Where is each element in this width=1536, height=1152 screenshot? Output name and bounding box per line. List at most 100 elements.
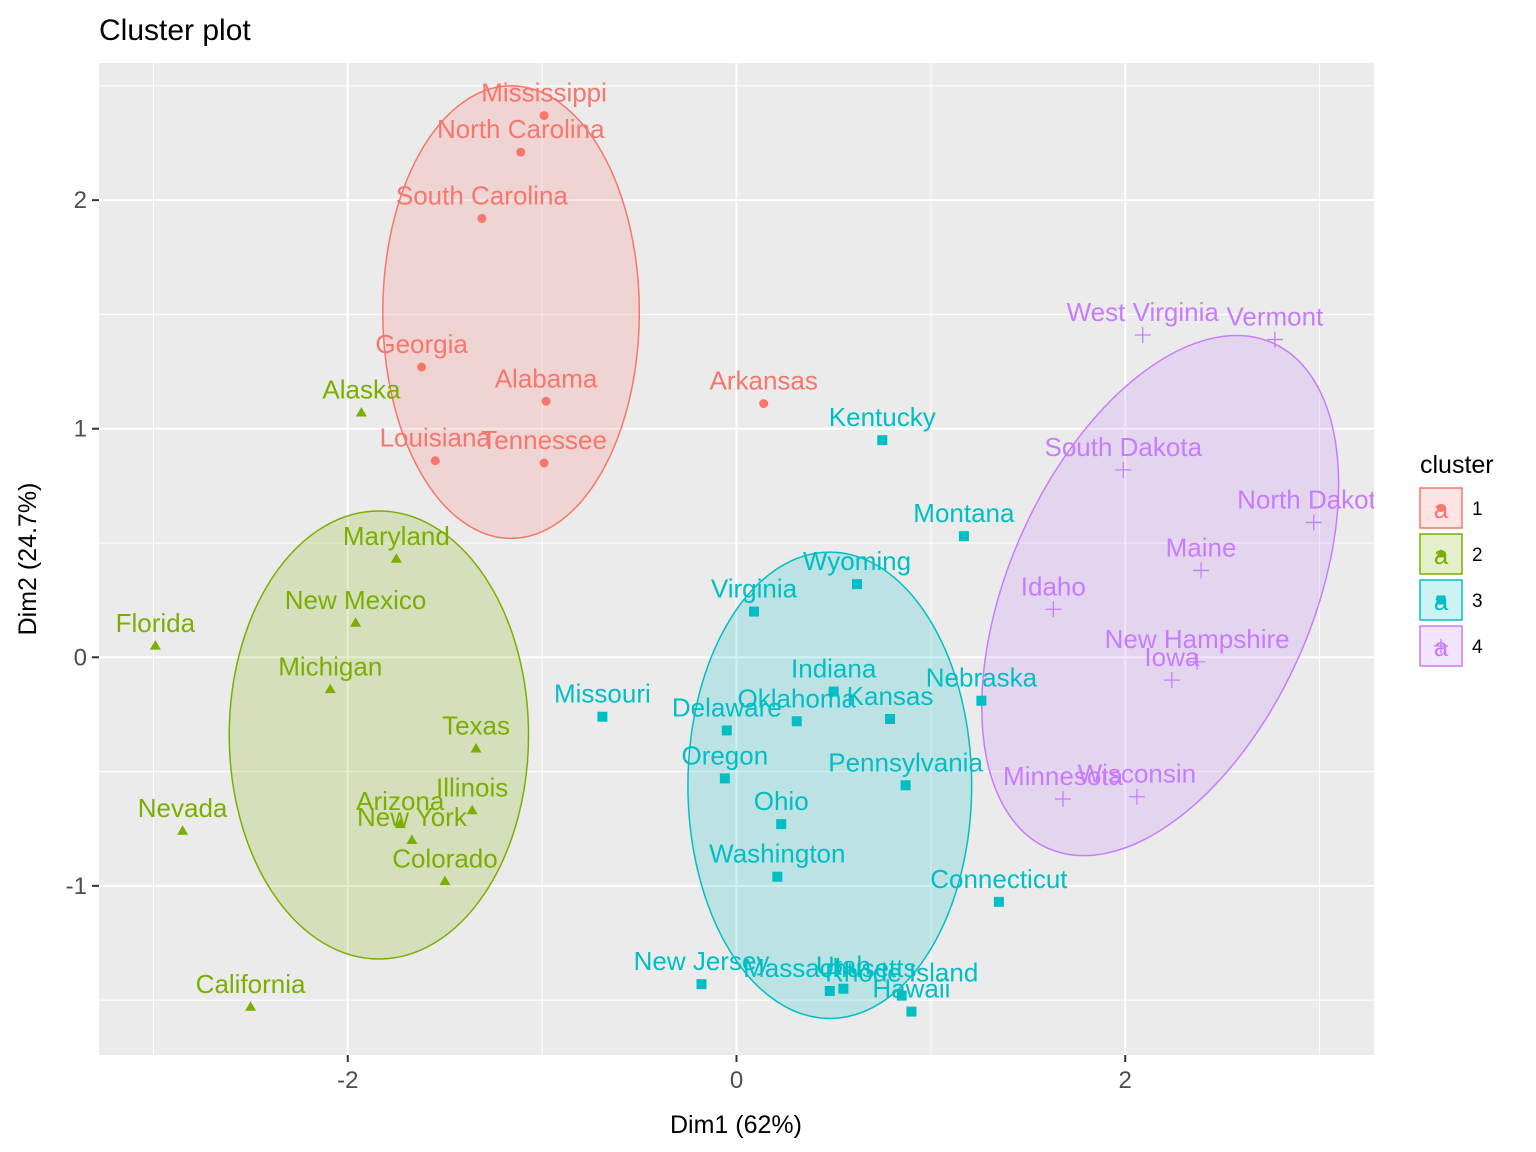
point-tennessee <box>539 458 549 468</box>
label-north-dakota: North Dakota <box>1237 484 1391 514</box>
point-north-carolina <box>516 147 526 157</box>
y-tick-label: 2 <box>74 187 87 214</box>
point-south-carolina <box>477 213 487 223</box>
point-new-hampshire <box>1189 653 1206 670</box>
label-arizona: Arizona <box>356 786 445 816</box>
point-louisiana <box>430 456 440 466</box>
label-illinois: Illinois <box>436 772 508 802</box>
point-wisconsin <box>1128 788 1145 805</box>
point-pennsylvania <box>900 780 911 791</box>
legend-label-2: 2 <box>1472 545 1483 566</box>
point-michigan <box>324 683 336 694</box>
label-colorado: Colorado <box>392 843 498 873</box>
point-california <box>245 1001 257 1011</box>
point-idaho <box>1045 601 1062 618</box>
label-california: California <box>196 969 306 999</box>
x-tick-label: -2 <box>337 1067 358 1094</box>
point-connecticut <box>993 896 1004 907</box>
label-massachusetts: Massachusetts <box>743 953 916 983</box>
point-arkansas <box>759 399 769 409</box>
legend-item-2: a2 <box>1419 533 1483 575</box>
y-tick-label: 1 <box>74 416 87 443</box>
point-west-virginia <box>1134 327 1151 343</box>
label-delaware: Delaware <box>672 692 782 722</box>
legend-title: cluster <box>1420 451 1494 479</box>
x-axis: -2 0 2 <box>337 1055 1132 1094</box>
point-minnesota <box>1055 791 1072 807</box>
label-new-jersey: New Jersey <box>634 946 770 976</box>
point-oklahoma <box>791 716 802 727</box>
label-utah: Utah <box>816 951 871 981</box>
point-labels: Mississippi North Carolina South Carolina G… <box>116 78 1391 1004</box>
major-gridlines <box>99 63 1374 1055</box>
legend-key-marker-3 <box>1436 595 1446 605</box>
point-virginia <box>748 606 759 617</box>
point-georgia <box>417 362 427 372</box>
point-nevada <box>177 825 189 835</box>
point-new-york <box>406 834 418 844</box>
label-georgia: Georgia <box>375 329 468 359</box>
point-washington <box>772 871 783 882</box>
legend-key-marker-1 <box>1436 503 1446 513</box>
label-oregon: Oregon <box>681 740 768 770</box>
label-idaho: Idaho <box>1021 571 1086 601</box>
point-indiana <box>828 686 839 697</box>
point-vermont <box>1266 331 1283 348</box>
point-alaska <box>355 407 367 417</box>
label-washington: Washington <box>709 839 845 869</box>
point-missouri <box>597 711 608 722</box>
label-florida: Florida <box>116 608 196 638</box>
point-colorado <box>439 875 451 886</box>
label-texas: Texas <box>442 711 510 741</box>
point-alabama <box>541 396 551 406</box>
legend-label-3: 3 <box>1472 591 1483 612</box>
label-tennessee: Tennessee <box>481 425 607 455</box>
label-montana: Montana <box>913 498 1015 528</box>
y-axis-title: Dim2 (24.7%) <box>14 483 42 636</box>
point-delaware <box>721 725 732 736</box>
point-massachusetts <box>824 986 835 996</box>
point-hawaii <box>906 1006 917 1017</box>
label-nevada: Nevada <box>138 793 228 823</box>
label-connecticut: Connecticut <box>930 864 1068 894</box>
label-virginia: Virginia <box>711 574 798 604</box>
legend-key-marker-4 <box>1433 638 1449 654</box>
point-montana <box>958 531 969 542</box>
legend-label-4: 4 <box>1472 637 1483 658</box>
label-wyoming: Wyoming <box>803 546 911 576</box>
label-new-mexico: New Mexico <box>285 585 427 615</box>
point-south-dakota <box>1115 461 1132 478</box>
label-hawaii: Hawaii <box>872 974 950 1004</box>
label-indiana: Indiana <box>791 654 877 684</box>
label-maryland: Maryland <box>343 521 450 551</box>
x-tick-label: 2 <box>1119 1067 1132 1094</box>
x-tick-label: 0 <box>730 1067 743 1094</box>
label-wisconsin: Wisconsin <box>1078 759 1196 789</box>
label-oklahoma: Oklahoma <box>738 683 857 713</box>
label-nebraska: Nebraska <box>926 663 1038 693</box>
legend-label-1: 1 <box>1472 499 1483 520</box>
point-nebraska <box>976 695 987 706</box>
point-new-jersey <box>696 979 707 990</box>
legend-item-3: a3 <box>1419 579 1483 621</box>
point-mississippi <box>539 111 549 121</box>
label-new-hampshire: New Hampshire <box>1105 624 1290 654</box>
cluster-2-ellipse <box>228 510 530 960</box>
legend: cluster a1a2a3a4 <box>1419 451 1494 667</box>
label-kansas: Kansas <box>847 681 934 711</box>
label-pennsylvania: Pennsylvania <box>828 747 983 777</box>
cluster-4-ellipse <box>981 334 1340 857</box>
legend-key-marker-2 <box>1436 548 1446 558</box>
point-iowa <box>1163 672 1180 689</box>
label-minnesota: Minnesota <box>1003 761 1123 791</box>
label-vermont: Vermont <box>1226 302 1324 332</box>
label-arkansas: Arkansas <box>710 366 818 396</box>
label-north-carolina: North Carolina <box>437 114 605 144</box>
cluster-1-ellipse <box>382 85 641 540</box>
point-kansas <box>885 714 896 724</box>
label-mississippi: Mississippi <box>481 78 607 108</box>
label-south-dakota: South Dakota <box>1044 432 1202 462</box>
point-arizona <box>394 818 406 828</box>
label-kentucky: Kentucky <box>829 402 936 432</box>
point-maryland <box>390 553 402 563</box>
